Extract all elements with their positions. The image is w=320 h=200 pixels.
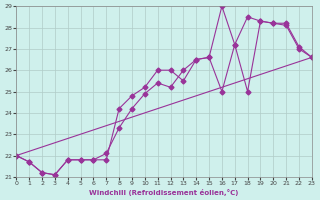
X-axis label: Windchill (Refroidissement éolien,°C): Windchill (Refroidissement éolien,°C): [89, 189, 239, 196]
